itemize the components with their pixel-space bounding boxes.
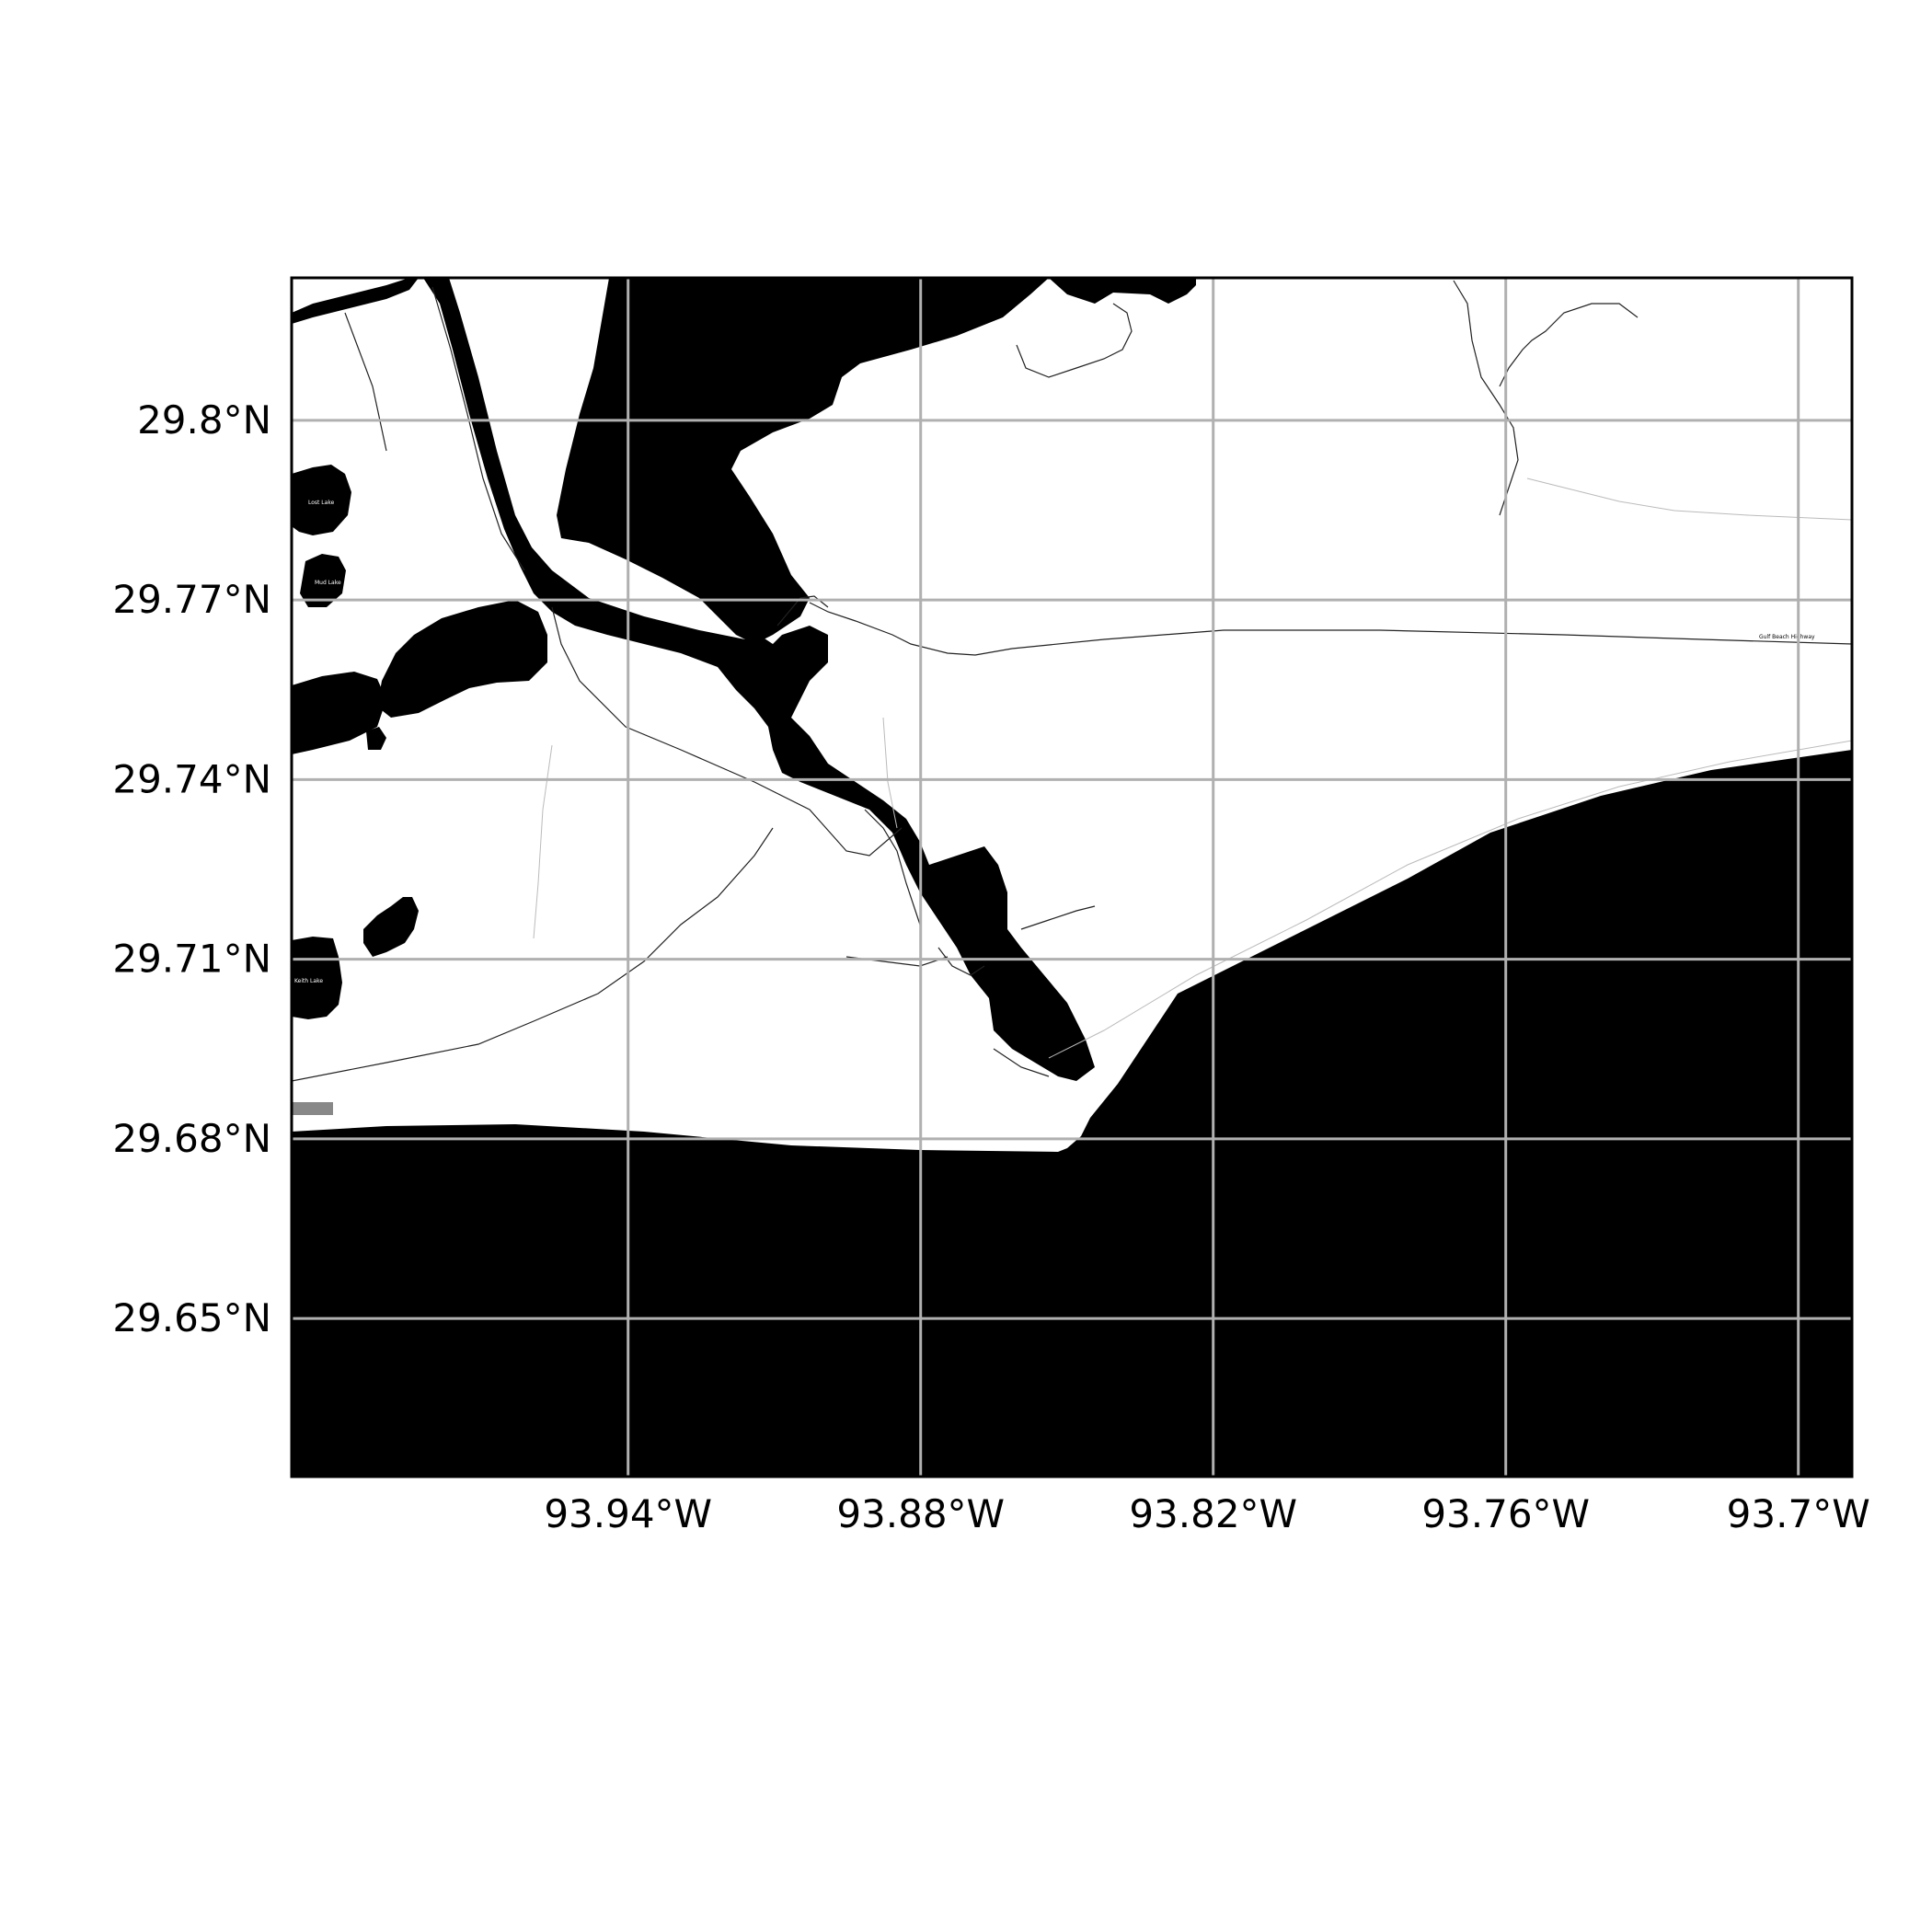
pier-strip <box>292 1102 333 1115</box>
lake-south-label: Keith Lake <box>294 978 323 984</box>
lake-mid <box>377 600 547 718</box>
map-frame <box>290 276 1854 1478</box>
gulf-water <box>292 750 1852 1477</box>
lake-north <box>292 465 351 535</box>
lake-west <box>292 672 386 754</box>
sabine-lake-water <box>557 278 1049 644</box>
lon-tick-label: 93.82°W <box>1129 1491 1297 1536</box>
marsh-cluster <box>363 897 419 957</box>
lon-tick-label: 93.76°W <box>1421 1491 1590 1536</box>
lat-tick-label: 29.68°N <box>112 1116 271 1161</box>
lake-mid-label: Mud Lake <box>315 580 341 586</box>
lat-tick-label: 29.74°N <box>112 756 271 801</box>
lon-tick-label: 93.94°W <box>544 1491 712 1536</box>
lake-islet <box>366 727 386 750</box>
highway-label: Gulf Beach Highway <box>1759 634 1815 640</box>
lake-small <box>300 554 346 607</box>
gridlines <box>292 278 1852 1477</box>
roads <box>292 280 1852 1082</box>
lat-tick-label: 29.8°N <box>137 397 271 443</box>
lake-north-label: Lost Lake <box>308 500 335 506</box>
ship-channel <box>423 278 1095 1081</box>
longitude-axis: 93.94°W 93.88°W 93.82°W 93.76°W 93.7°W <box>544 1491 1869 1536</box>
lat-tick-label: 29.65°N <box>112 1295 271 1340</box>
latitude-axis: 29.8°N 29.77°N 29.74°N 29.71°N 29.68°N 29.65°… <box>112 397 271 1340</box>
northeast-water <box>1049 278 1196 304</box>
lon-tick-label: 93.88°W <box>836 1491 1005 1536</box>
map-area[interactable]: Lost Lake Mud Lake Keith Lake Gulf Beach… <box>292 278 1852 1477</box>
lon-tick-label: 93.7°W <box>1727 1491 1870 1536</box>
northwest-water <box>292 278 419 324</box>
lat-tick-label: 29.71°N <box>112 937 271 982</box>
lat-tick-label: 29.77°N <box>112 577 271 622</box>
lake-south <box>292 937 342 1019</box>
